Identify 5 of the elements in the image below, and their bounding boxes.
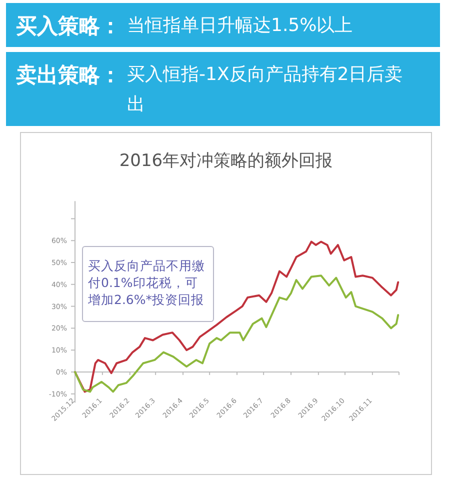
- line-series: [74, 274, 400, 393]
- annotation: 买入反向产品不用缴付0.1%印花税，可增加2.6%*投资回报: [82, 246, 214, 322]
- text: 卖出策略：买入恒指-1X反向产品持有2日后卖出: [16, 62, 404, 117]
- text: 买入策略：当恒指单日升幅达1.5%以上: [16, 13, 354, 40]
- chart-title: 2016年对冲策略的额外回报: [119, 151, 333, 171]
